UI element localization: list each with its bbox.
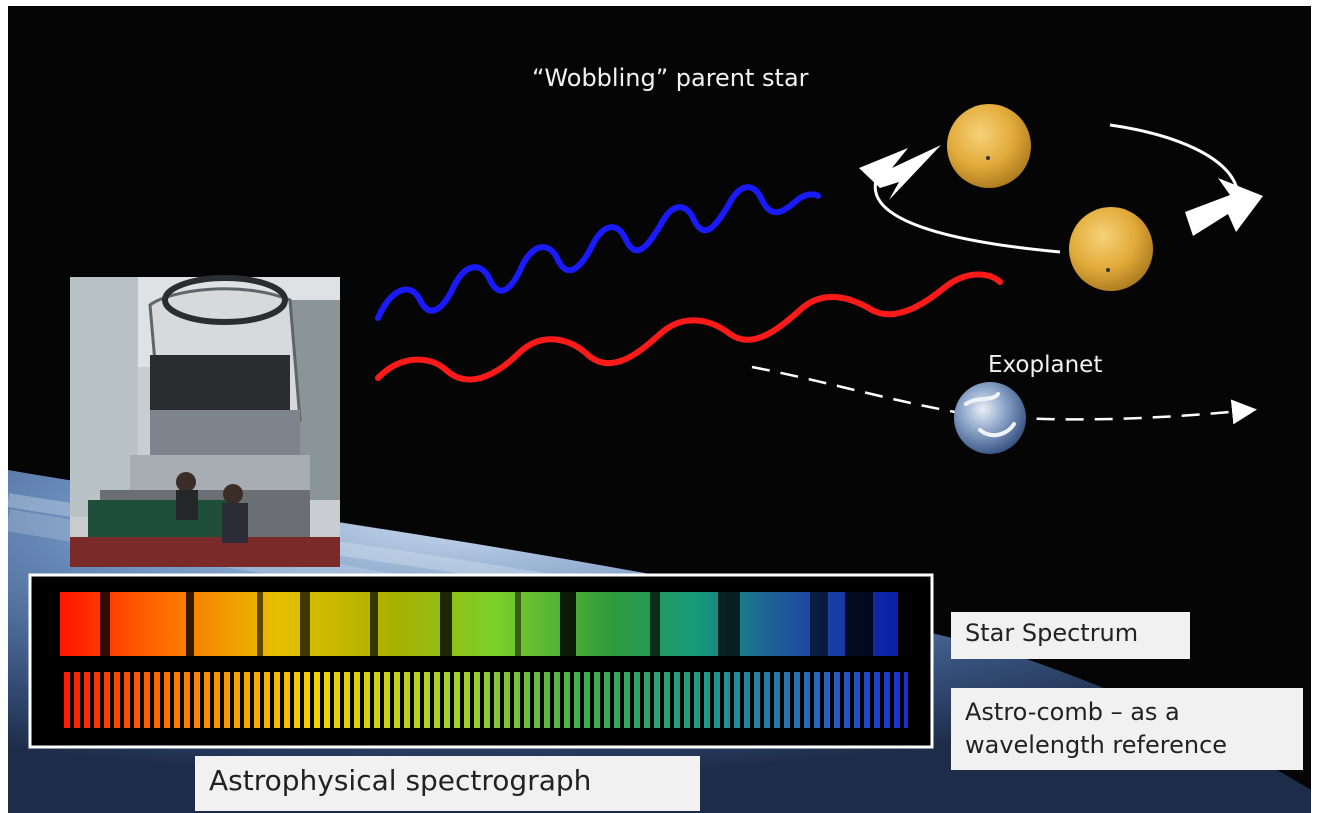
blueshift-wave	[375, 184, 821, 321]
astro-comb-label-line2: wavelength reference	[965, 731, 1228, 759]
parent-star-icon	[947, 104, 1031, 188]
spectrograph-label-box: Astrophysical spectrograph	[195, 756, 700, 811]
astro-comb-label-box: Astro-comb – as a wavelength reference	[951, 688, 1303, 770]
spectrograph-panel	[28, 573, 934, 749]
wobbling-star-label: “Wobbling” parent star	[532, 64, 809, 92]
exoplanet-label: Exoplanet	[988, 352, 1103, 378]
star-orbit	[873, 123, 1240, 254]
parent-star-icon	[1069, 207, 1153, 291]
exoplanet-icon	[954, 382, 1026, 454]
wobble-arrow-right-icon	[1185, 178, 1263, 236]
redshift-wave	[375, 271, 1003, 383]
spectrograph-label: Astrophysical spectrograph	[209, 764, 592, 797]
absorption-lines	[100, 592, 873, 656]
telescope-photo	[70, 275, 340, 567]
astro-comb-label-line1: Astro-comb – as a	[965, 698, 1180, 726]
star-spectrum-label: Star Spectrum	[965, 619, 1139, 647]
wobble-arrow-left-icon	[859, 145, 941, 200]
star-spectrum-label-box: Star Spectrum	[951, 612, 1190, 659]
star-spectrum-strip	[60, 592, 898, 656]
